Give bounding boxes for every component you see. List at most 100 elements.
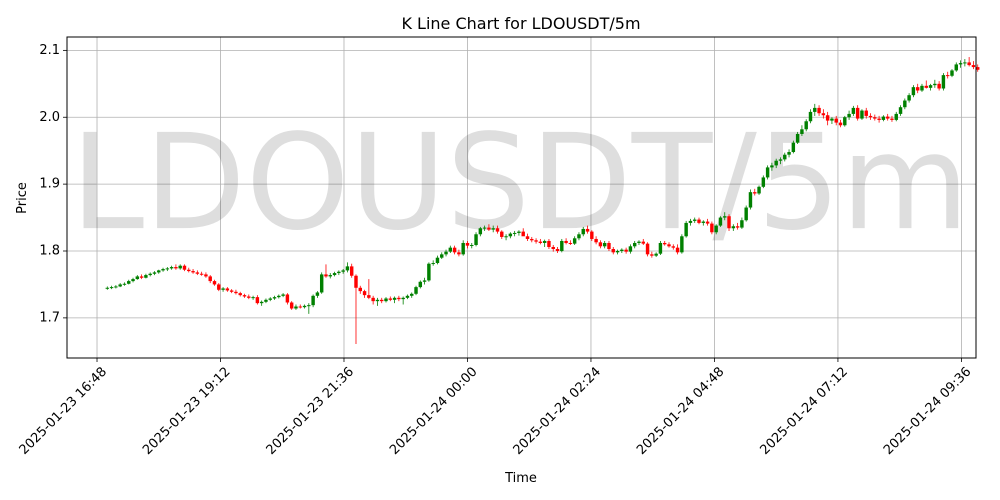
candle-up bbox=[431, 260, 435, 266]
candle-up bbox=[572, 236, 577, 245]
candle-up bbox=[294, 304, 298, 310]
candle-body bbox=[272, 297, 277, 299]
candle-body bbox=[817, 107, 821, 114]
candle-body bbox=[277, 295, 281, 298]
candle-down bbox=[864, 107, 868, 119]
candle-body bbox=[491, 228, 495, 230]
candle-up bbox=[332, 271, 337, 277]
candle-down bbox=[607, 240, 611, 251]
candle-down bbox=[873, 114, 877, 121]
candle-body bbox=[607, 242, 611, 249]
candle-down bbox=[727, 214, 731, 231]
candle-body bbox=[933, 83, 937, 86]
candle-down bbox=[362, 289, 367, 298]
candle-down bbox=[547, 238, 551, 249]
candle-body bbox=[440, 254, 444, 258]
candle-body bbox=[302, 305, 307, 308]
candle-down bbox=[817, 105, 821, 116]
candle-body bbox=[645, 243, 650, 255]
candle-body bbox=[525, 236, 530, 239]
candle-body bbox=[637, 241, 641, 243]
candle-up bbox=[757, 185, 761, 195]
candle-down bbox=[289, 301, 294, 310]
candle-body bbox=[448, 247, 453, 252]
candle-body bbox=[714, 225, 718, 233]
candle-body bbox=[945, 75, 950, 77]
candle-body bbox=[289, 302, 294, 309]
candle-body bbox=[127, 281, 131, 284]
candle-up bbox=[731, 224, 736, 231]
candle-body bbox=[530, 238, 534, 241]
candle-up bbox=[470, 242, 474, 249]
candle-down bbox=[945, 71, 950, 79]
candle-down bbox=[354, 274, 358, 344]
candle-up bbox=[795, 131, 800, 144]
candle-up bbox=[620, 248, 624, 254]
candle-up bbox=[144, 273, 148, 279]
candle-up bbox=[843, 115, 847, 127]
candle-up bbox=[422, 277, 427, 285]
candle-up bbox=[723, 212, 727, 221]
candle-up bbox=[907, 93, 911, 103]
candle-down bbox=[667, 242, 671, 248]
candle-up bbox=[602, 240, 607, 249]
candle-down bbox=[564, 238, 568, 245]
candle-body bbox=[813, 107, 817, 112]
candle-body bbox=[444, 251, 448, 255]
candle-up bbox=[894, 111, 898, 122]
candle-up bbox=[221, 287, 225, 292]
candle-up bbox=[461, 240, 465, 256]
candle-up bbox=[628, 244, 633, 254]
candle-body bbox=[967, 62, 971, 66]
candle-body bbox=[847, 113, 851, 118]
candle-down bbox=[825, 111, 830, 126]
candle-body bbox=[598, 242, 603, 247]
candle-body bbox=[898, 107, 903, 114]
candle-body bbox=[843, 117, 847, 126]
candle-body bbox=[500, 231, 504, 237]
candle-up bbox=[384, 297, 388, 303]
candle-up bbox=[328, 273, 332, 279]
candle-body bbox=[697, 219, 701, 223]
candle-body bbox=[590, 231, 594, 239]
candle-down bbox=[324, 264, 328, 278]
candle-body bbox=[422, 280, 427, 282]
candle-up bbox=[791, 140, 796, 154]
candle-down bbox=[671, 244, 676, 250]
candle-body bbox=[427, 263, 431, 281]
candle-body bbox=[795, 133, 800, 143]
candle-body bbox=[564, 240, 568, 243]
candle-body bbox=[950, 70, 954, 76]
candle-body bbox=[512, 232, 517, 234]
candle-body bbox=[392, 297, 397, 300]
candle-up bbox=[761, 175, 766, 189]
candle-down bbox=[624, 247, 628, 254]
candle-body bbox=[178, 265, 182, 269]
candle-up bbox=[491, 225, 495, 233]
candle-down bbox=[457, 249, 461, 257]
candle-body bbox=[718, 217, 723, 226]
candle-up bbox=[165, 267, 170, 272]
candle-up bbox=[542, 239, 547, 247]
candle-down bbox=[590, 230, 594, 241]
candle-body bbox=[122, 283, 127, 285]
candle-up bbox=[898, 105, 903, 116]
y-tick-label: 2.1 bbox=[39, 43, 60, 58]
candle-body bbox=[860, 110, 864, 119]
candle-body bbox=[684, 222, 688, 237]
candle-down bbox=[915, 83, 920, 94]
candle-up bbox=[482, 225, 487, 231]
candle-up bbox=[701, 220, 706, 226]
candle-down bbox=[838, 119, 843, 128]
candle-body bbox=[328, 275, 332, 277]
candle-body bbox=[783, 154, 787, 160]
candle-down bbox=[650, 251, 654, 258]
candle-body bbox=[285, 294, 290, 303]
candle-body bbox=[315, 292, 320, 296]
candle-up bbox=[830, 117, 834, 124]
candle-down bbox=[585, 225, 590, 234]
candle-body bbox=[838, 122, 843, 126]
candle-up bbox=[903, 98, 907, 110]
